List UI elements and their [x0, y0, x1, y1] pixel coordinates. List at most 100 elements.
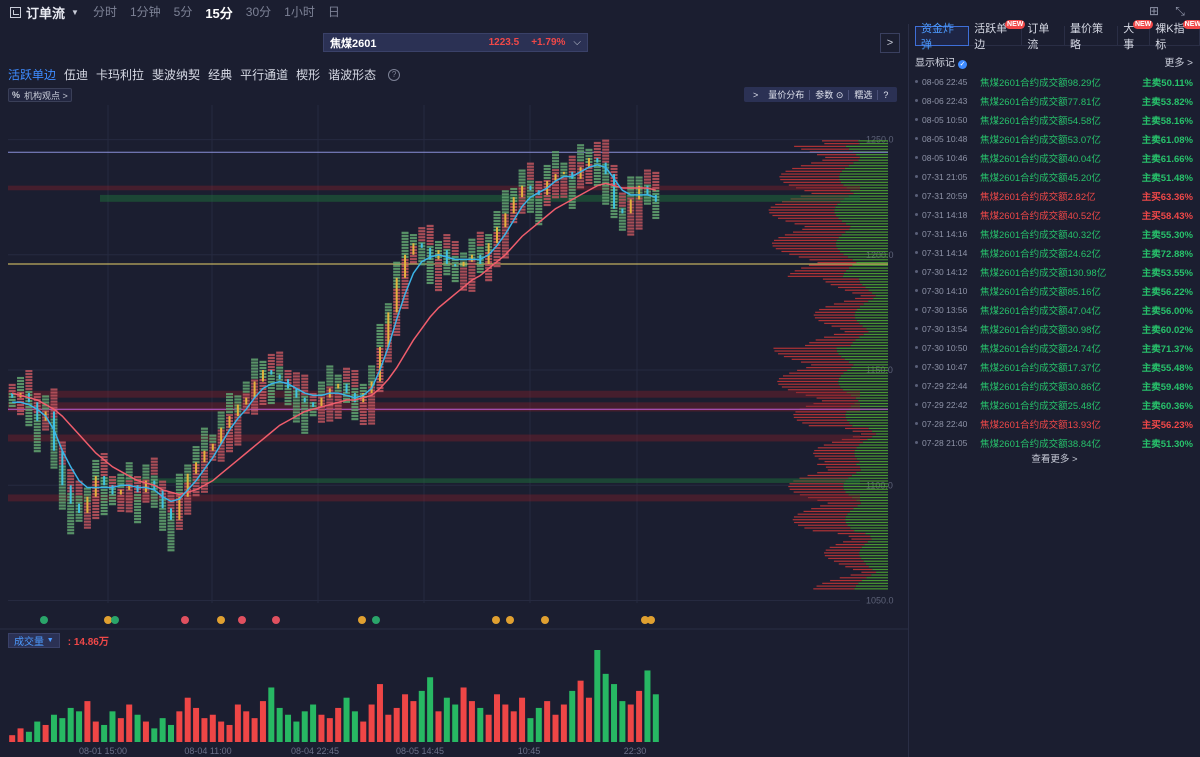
- mark-row[interactable]: 08-05 10:48 焦煤2601合约成交额53.07亿 主卖61.08%: [915, 129, 1193, 148]
- bullet-icon: [915, 327, 918, 330]
- volume-profile-bar: [822, 159, 859, 161]
- mark-desc: 焦煤2601合约成交额130.98亿: [980, 267, 1107, 279]
- mark-row[interactable]: 07-30 14:10 焦煤2601合约成交额85.16亿 主卖56.22%: [915, 281, 1193, 300]
- candle: [526, 162, 534, 213]
- mark-row[interactable]: 08-06 22:43 焦煤2601合约成交额77.81亿 主卖53.82%: [915, 91, 1193, 110]
- tool-tab[interactable]: 楔形: [296, 68, 321, 82]
- mark-row[interactable]: 07-30 13:56 焦煤2601合约成交额47.04亿 主卖56.00%: [915, 300, 1193, 319]
- volume-bar: [101, 724, 108, 742]
- collapse-icon[interactable]: ⤡: [1175, 4, 1185, 18]
- volume-profile-bar: [871, 292, 888, 294]
- period-tab[interactable]: 日: [327, 4, 340, 19]
- volume-profile-bar: [835, 544, 865, 546]
- period-tab[interactable]: 1分钟: [129, 4, 161, 19]
- volume-profile-bar: [820, 505, 858, 507]
- chevron-down-icon: ⌵: [573, 37, 581, 48]
- marks-toggle[interactable]: 显示标记 ✓: [915, 54, 967, 69]
- candle: [401, 231, 409, 309]
- volume-profile-bar: [848, 535, 871, 537]
- side-tab[interactable]: 订单流: [1022, 23, 1066, 51]
- volume-bar: [84, 701, 91, 742]
- volume-profile-bar: [848, 494, 888, 496]
- side-tab[interactable]: 裸K指标 NEW: [1150, 20, 1200, 51]
- more-link[interactable]: 更多 >: [1164, 58, 1193, 69]
- institution-view-tag[interactable]: % 机构观点 >: [8, 88, 72, 102]
- candle: [334, 374, 342, 419]
- mark-row[interactable]: 07-31 14:18 焦煤2601合约成交额40.52亿 主买58.43%: [915, 205, 1193, 224]
- volume-profile-bar: [817, 261, 857, 264]
- tool-tab[interactable]: 斐波纳契: [152, 68, 201, 82]
- mark-desc: 焦煤2601合约成交额17.37亿: [980, 362, 1101, 374]
- mark-row[interactable]: 07-29 22:42 焦煤2601合约成交额25.48亿 主卖60.36%: [915, 395, 1193, 414]
- signal-marker: [492, 616, 500, 624]
- period-tab[interactable]: 15分: [205, 5, 233, 21]
- period-tab[interactable]: 分时: [92, 4, 117, 19]
- mark-row[interactable]: 07-31 14:14 焦煤2601合约成交额24.62亿 主卖72.88%: [915, 243, 1193, 262]
- mark-row[interactable]: 07-31 20:59 焦煤2601合约成交额2.82亿 主买63.36%: [915, 186, 1193, 205]
- mark-row[interactable]: 07-29 22:44 焦煤2601合约成交额30.86亿 主卖59.48%: [915, 376, 1193, 395]
- volume-indicator-select[interactable]: 成交量 ▼: [8, 633, 60, 648]
- volume-profile-bar: [822, 278, 859, 280]
- help-icon[interactable]: ?: [388, 68, 401, 81]
- volume-profile-bar: [865, 563, 888, 565]
- mark-time: 08-05 10:46: [922, 152, 968, 163]
- period-tab[interactable]: 1小时: [284, 4, 315, 19]
- mark-row[interactable]: 08-05 10:46 焦煤2601合约成交额40.04亿 主卖61.66%: [915, 148, 1193, 167]
- volume-profile-button[interactable]: 量价分布: [768, 90, 805, 100]
- filter-button[interactable]: 糯选: [854, 90, 873, 100]
- params-button[interactable]: 参数 ⊙: [815, 88, 843, 101]
- volume-bar: [402, 694, 409, 742]
- volume-bar: [494, 694, 500, 742]
- period-tab[interactable]: 5分: [173, 4, 193, 19]
- help-icon[interactable]: ?: [883, 89, 889, 100]
- symbol-selector[interactable]: 焦煤2601 1223.5 +1.79% ⌵: [323, 33, 588, 52]
- volume-profile-bar: [794, 145, 846, 147]
- mark-row[interactable]: 07-30 10:47 焦煤2601合约成交额17.37亿 主卖55.48%: [915, 357, 1193, 376]
- volume-bar: [368, 704, 375, 742]
- side-tab[interactable]: 大事 NEW: [1118, 20, 1154, 51]
- chevron-right-icon[interactable]: >: [753, 89, 759, 100]
- volume-profile-bar: [837, 203, 888, 206]
- tool-tab[interactable]: 活跃单边: [8, 68, 57, 82]
- volume-profile-bar: [814, 455, 856, 457]
- see-more-link[interactable]: 查看更多 >: [1031, 454, 1078, 465]
- y-tick-label: 1250.0: [866, 135, 894, 145]
- mark-row[interactable]: 07-28 22:40 焦煤2601合约成交额13.93亿 主买56.23%: [915, 414, 1193, 433]
- period-tab[interactable]: 30分: [245, 4, 272, 19]
- mark-row[interactable]: 08-06 22:45 焦煤2601合约成交额98.29亿 主卖50.11%: [915, 72, 1193, 91]
- volume-profile-bar: [798, 524, 848, 526]
- expand-panel-button[interactable]: >: [880, 33, 900, 53]
- tool-tab[interactable]: 平行通道: [240, 68, 289, 82]
- side-tab[interactable]: 量价策略: [1065, 23, 1119, 51]
- side-tab[interactable]: 资金炸弹: [915, 23, 970, 51]
- volume-profile-bar: [856, 472, 888, 474]
- volume-bar: [17, 728, 24, 742]
- volume-profile-bar: [852, 425, 888, 427]
- grid-layout-icon[interactable]: ⊞: [1148, 4, 1160, 18]
- volume-profile-bar: [850, 394, 888, 396]
- volume-bar: [159, 718, 166, 742]
- mark-row[interactable]: 07-30 14:12 焦煤2601合约成交额130.98亿 主卖53.55%: [915, 262, 1193, 281]
- settings-icon: ⊙: [835, 90, 844, 100]
- tool-tab[interactable]: 经典: [208, 68, 233, 82]
- mark-row[interactable]: 07-28 21:05 焦煤2601合约成交额38.84亿 主卖51.30%: [915, 433, 1193, 452]
- side-tab[interactable]: 活跃单边 NEW: [969, 20, 1026, 51]
- volume-profile-bar: [863, 333, 888, 336]
- mark-row[interactable]: 07-30 10:50 焦煤2601合约成交额24.74亿 主卖71.37%: [915, 338, 1193, 357]
- volume-profile-bar: [805, 405, 852, 407]
- bullet-icon: [915, 308, 918, 311]
- tool-tab[interactable]: 伍迪: [64, 68, 89, 82]
- mark-row[interactable]: 07-30 13:54 焦煤2601合约成交额30.98亿 主卖60.02%: [915, 319, 1193, 338]
- mark-row[interactable]: 08-05 10:50 焦煤2601合约成交额54.58亿 主卖58.16%: [915, 110, 1193, 129]
- volume-profile-bar: [859, 143, 888, 145]
- mark-row[interactable]: 07-31 14:16 焦煤2601合约成交额40.32亿 主卖55.30%: [915, 224, 1193, 243]
- volume-profile-bar: [859, 444, 888, 446]
- app-title-menu[interactable]: 订单流 ▼: [10, 3, 79, 22]
- tool-tab[interactable]: 谐波形态: [328, 68, 377, 82]
- tool-tab[interactable]: 卡玛利拉: [96, 68, 145, 82]
- volume-profile-bar: [843, 253, 888, 255]
- mark-desc: 焦煤2601合约成交额77.81亿: [980, 96, 1101, 108]
- mark-row[interactable]: 07-31 21:05 焦煤2601合约成交额45.20亿 主卖51.48%: [915, 167, 1193, 186]
- mark-pct: 主卖61.66%: [1141, 153, 1193, 165]
